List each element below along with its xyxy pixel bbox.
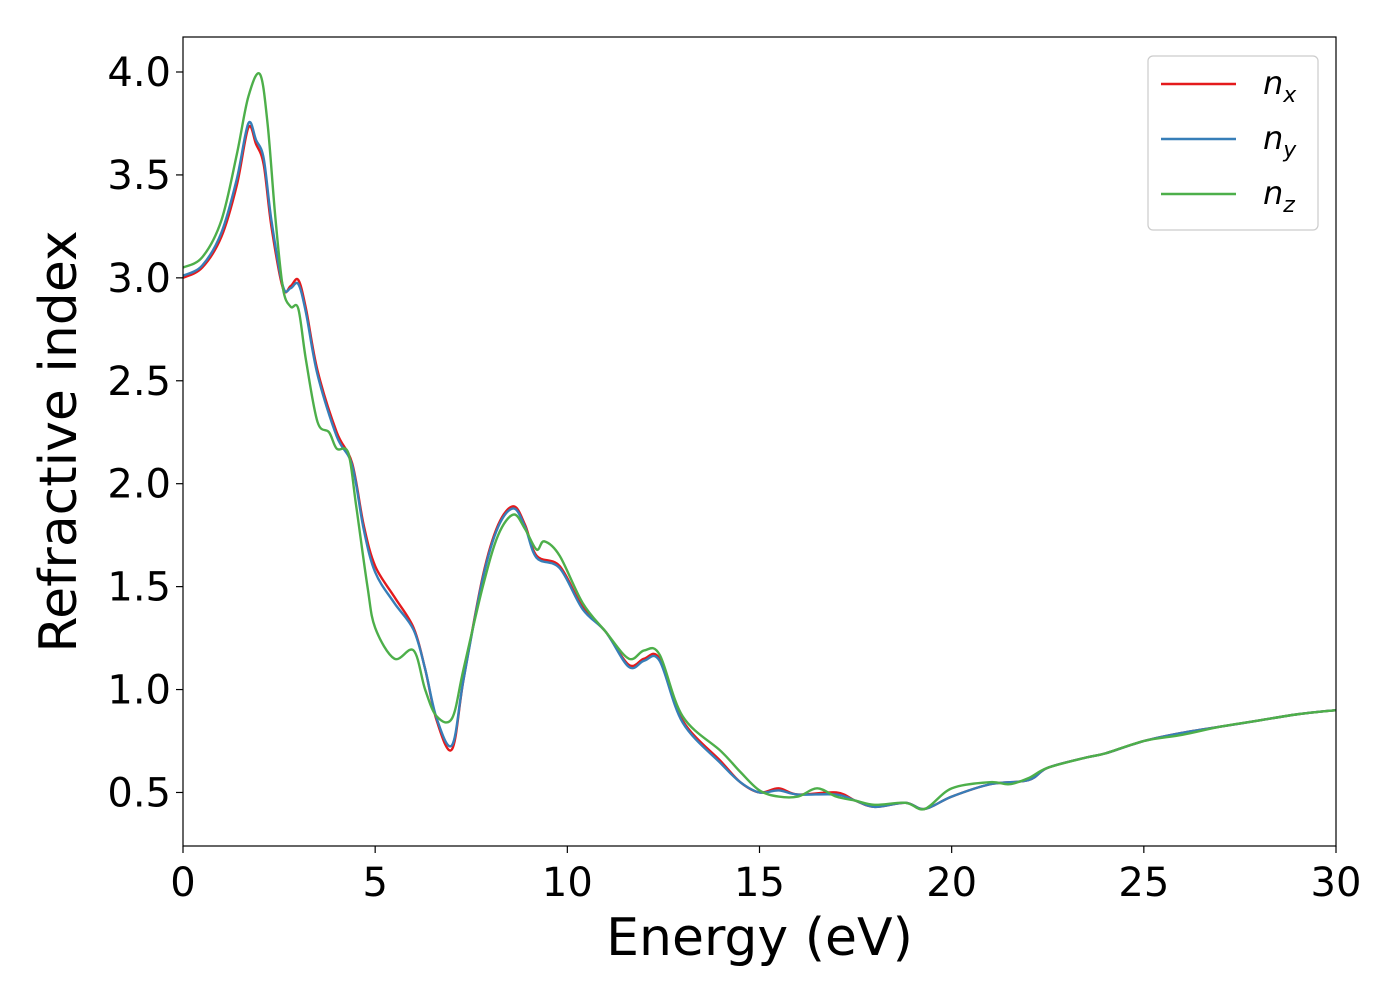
y-tick-label: 2.0 [107, 462, 171, 508]
legend-label-x: nx [1263, 64, 1297, 108]
y-tick-label: 1.0 [107, 668, 171, 714]
series-line-y [183, 120, 1336, 811]
legend-label-base: n [1263, 119, 1283, 157]
x-axis-title: Energy (eV) [606, 908, 913, 968]
y-tick-label: 0.5 [107, 770, 171, 816]
series-layer [183, 71, 1336, 811]
legend-label-subscript: y [1282, 138, 1297, 163]
legend-label-y: ny [1263, 119, 1297, 163]
y-tick-label: 2.5 [107, 359, 171, 405]
x-axis-ticks: 0 5 10 15 20 25 30 [170, 846, 1361, 906]
x-tick-label: 25 [1118, 860, 1169, 906]
x-tick-label: 10 [542, 860, 593, 906]
y-tick-label: 3.5 [107, 153, 171, 199]
y-axis-title: Refractive index [29, 230, 89, 652]
legend-label-subscript: z [1282, 193, 1295, 218]
x-tick-label: 20 [926, 860, 977, 906]
x-tick-label: 5 [362, 860, 387, 906]
legend-label-base: n [1263, 174, 1283, 212]
legend-label-subscript: x [1282, 83, 1297, 108]
y-axis-ticks: 0.5 1.0 1.5 2.0 2.5 3.0 3.5 4.0 [107, 50, 183, 816]
legend-box [1147, 55, 1319, 231]
legend-label-base: n [1263, 64, 1283, 102]
y-tick-label: 3.0 [107, 256, 171, 302]
y-tick-label: 1.5 [107, 565, 171, 611]
y-tick-label: 4.0 [107, 50, 171, 96]
x-tick-label: 15 [734, 860, 785, 906]
series-line-z [183, 71, 1336, 811]
legend-label-z: nz [1263, 174, 1295, 218]
x-tick-label: 30 [1311, 860, 1362, 906]
x-tick-label: 0 [170, 860, 195, 906]
